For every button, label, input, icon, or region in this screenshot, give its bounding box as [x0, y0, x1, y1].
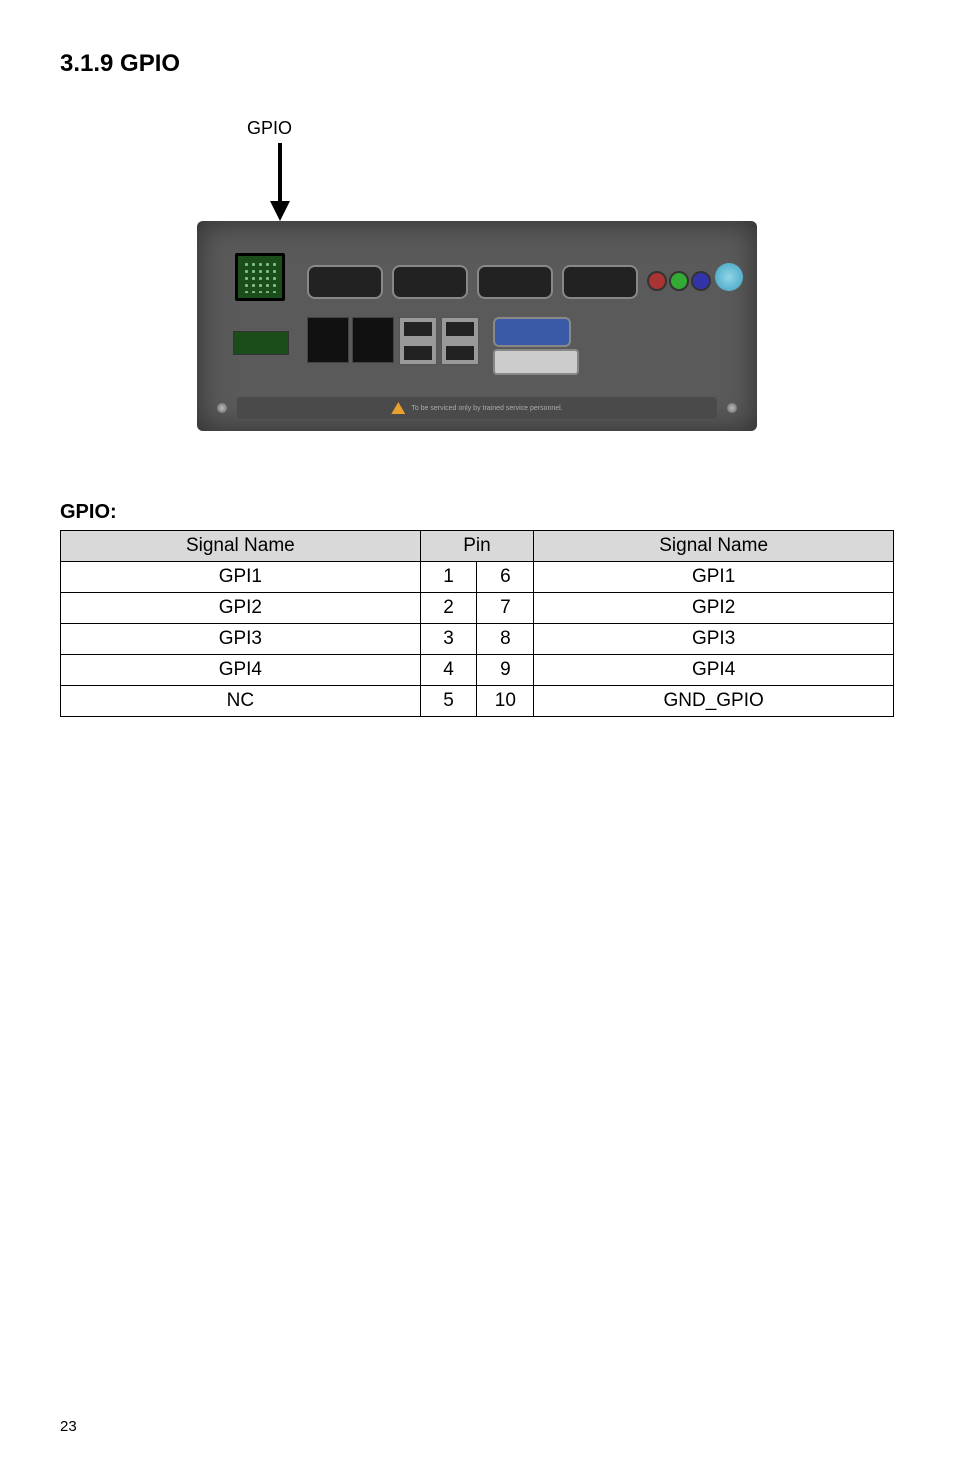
lan-port-2 — [352, 317, 394, 363]
cell-pin-a: 4 — [420, 655, 477, 686]
cell-signal-right: GPI4 — [534, 655, 894, 686]
cell-pin-b: 6 — [477, 562, 534, 593]
cell-signal-right: GPI1 — [534, 562, 894, 593]
com-port-2 — [392, 265, 468, 299]
dvi-port — [493, 349, 579, 375]
com-port-3 — [477, 265, 553, 299]
cell-pin-b: 8 — [477, 624, 534, 655]
section-heading: 3.1.9 GPIO — [60, 50, 894, 78]
warning-text: To be serviced only by trained service p… — [411, 405, 562, 412]
table-heading: GPIO: — [60, 501, 894, 524]
cell-signal-left: GPI4 — [61, 655, 421, 686]
page-number: 23 — [60, 1418, 77, 1435]
com-port-4 — [562, 265, 638, 299]
table-row: GPI1 1 6 GPI1 — [61, 562, 894, 593]
vga-port — [493, 317, 571, 347]
arrow-down-icon — [265, 143, 295, 221]
cell-pin-a: 2 — [420, 593, 477, 624]
table-row: GPI3 3 8 GPI3 — [61, 624, 894, 655]
col-header-signal-left: Signal Name — [61, 531, 421, 562]
lan-port-1 — [307, 317, 349, 363]
cell-signal-left: GPI2 — [61, 593, 421, 624]
table-row: GPI2 2 7 GPI2 — [61, 593, 894, 624]
cell-signal-right: GPI3 — [534, 624, 894, 655]
cell-signal-right: GPI2 — [534, 593, 894, 624]
audio-jack-red — [647, 271, 667, 291]
table-row: GPI4 4 9 GPI4 — [61, 655, 894, 686]
table-header-row: Signal Name Pin Signal Name — [61, 531, 894, 562]
audio-jack-blue — [691, 271, 711, 291]
gpio-callout-label: GPIO — [247, 118, 777, 139]
power-connector — [233, 331, 289, 355]
usb-stack-1 — [399, 317, 437, 365]
cell-pin-a: 5 — [420, 686, 477, 717]
cell-pin-b: 9 — [477, 655, 534, 686]
col-header-signal-right: Signal Name — [534, 531, 894, 562]
cell-signal-left: NC — [61, 686, 421, 717]
figure-area: GPIO To be serviced only by trained serv… — [177, 118, 777, 431]
cell-signal-left: GPI3 — [61, 624, 421, 655]
device-rear-panel: To be serviced only by trained service p… — [197, 221, 757, 431]
com-port-1 — [307, 265, 383, 299]
gpio-connector — [235, 253, 285, 301]
table-row: NC 5 10 GND_GPIO — [61, 686, 894, 717]
cell-pin-a: 3 — [420, 624, 477, 655]
cell-pin-a: 1 — [420, 562, 477, 593]
cell-pin-b: 10 — [477, 686, 534, 717]
warning-triangle-icon — [391, 402, 405, 414]
gpio-pinout-table: Signal Name Pin Signal Name GPI1 1 6 GPI… — [60, 530, 894, 717]
cell-signal-right: GND_GPIO — [534, 686, 894, 717]
screw-icon — [217, 403, 227, 413]
col-header-pin: Pin — [420, 531, 534, 562]
warning-strip: To be serviced only by trained service p… — [237, 397, 717, 419]
power-button-icon — [715, 263, 743, 291]
screw-icon — [727, 403, 737, 413]
cell-signal-left: GPI1 — [61, 562, 421, 593]
audio-jack-green — [669, 271, 689, 291]
cell-pin-b: 7 — [477, 593, 534, 624]
usb-stack-2 — [441, 317, 479, 365]
